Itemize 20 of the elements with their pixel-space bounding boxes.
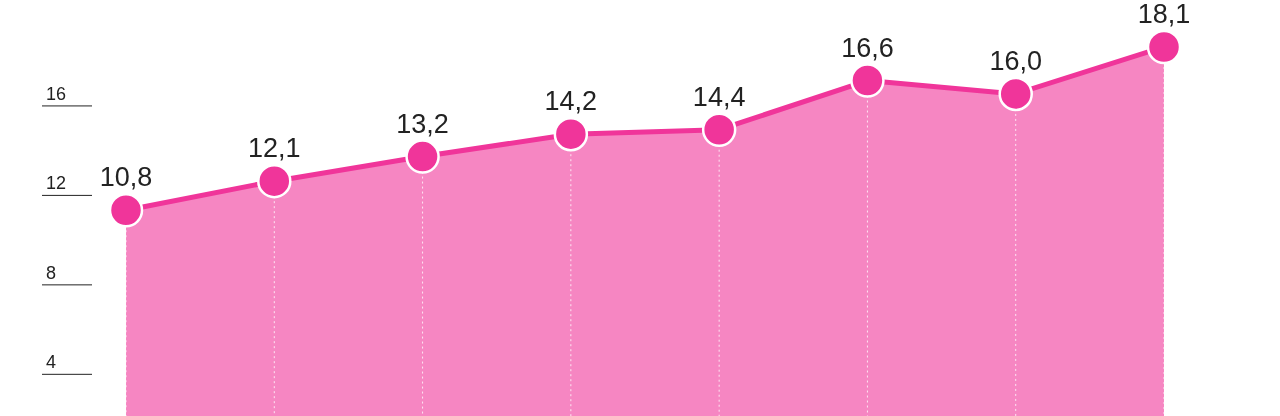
data-label: 18,1 — [1137, 0, 1191, 29]
data-label: 16,0 — [989, 45, 1042, 76]
point — [701, 112, 737, 147]
data-label: 13,2 — [396, 108, 449, 139]
data-label: 12,1 — [248, 133, 301, 164]
point — [257, 163, 292, 199]
point — [850, 63, 885, 98]
point — [405, 139, 440, 174]
point — [553, 116, 589, 152]
y-tick-label: 4 — [46, 352, 57, 373]
point — [108, 192, 144, 228]
data-label: 10,8 — [99, 162, 153, 193]
point — [998, 76, 1033, 112]
y-tick-label: 8 — [46, 262, 57, 283]
y-tick-label: 16 — [46, 83, 67, 104]
point — [1146, 29, 1182, 65]
data-label: 16,6 — [841, 32, 894, 63]
data-label: 14,2 — [544, 86, 598, 117]
data-label: 14,4 — [692, 81, 746, 112]
y-tick-label: 12 — [46, 173, 67, 194]
